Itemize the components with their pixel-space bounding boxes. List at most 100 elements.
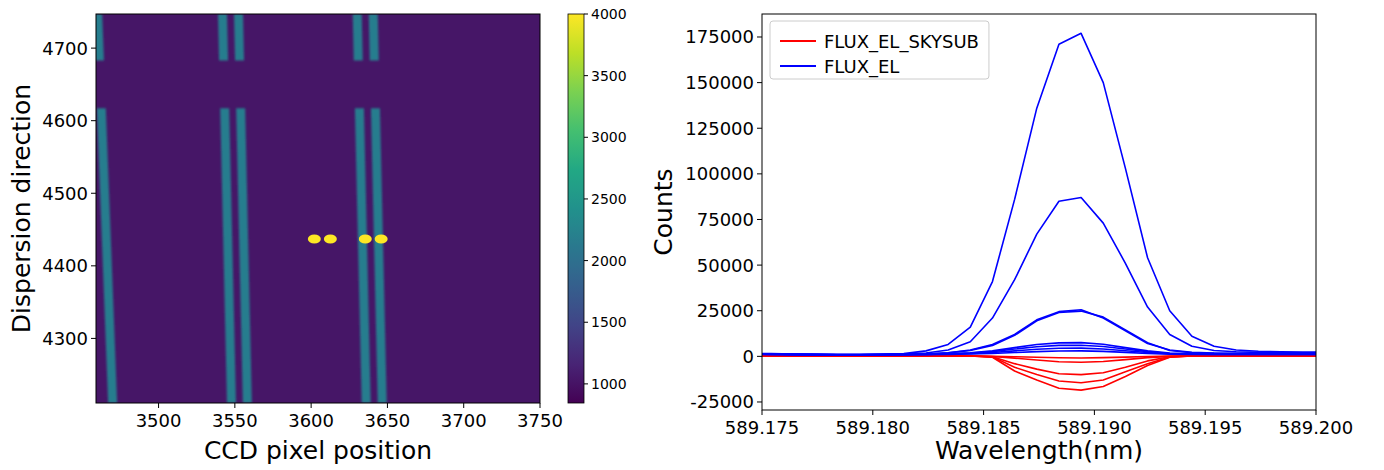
y-tick-label: 75000 [697,209,754,230]
y-tick [757,401,762,402]
y-tick [91,120,96,121]
y-tick-label: -25000 [690,391,754,412]
x-tick [387,403,388,408]
colorbar-tick [584,322,588,323]
y-tick [757,36,762,37]
spectrum-line [762,348,1316,355]
y-tick-label: 4300 [42,328,88,349]
spectrum-line [762,351,1316,355]
x-tick-label: 3550 [212,410,258,431]
colorbar-tick [584,198,588,199]
x-tick-label: 589.185 [946,417,1020,438]
legend-swatch [780,40,816,42]
x-tick [1316,410,1317,415]
spectrum-line [762,356,1316,375]
image-frame [96,14,540,403]
legend-swatch [780,65,816,67]
bright-spot [308,234,321,243]
y-tick-label: 100000 [685,163,754,184]
legend-label: FLUX_EL_SKYSUB [824,31,979,53]
colorbar-tick-label: 1000 [591,376,627,392]
y-tick-label: 4600 [42,110,88,131]
plot-area [762,33,1316,390]
spectral-trace [353,14,363,60]
x-tick-label: 589.180 [836,417,910,438]
y-tick [757,128,762,129]
plot-frame [762,14,1316,410]
bright-spot [324,234,337,243]
spectral-trace [96,14,104,60]
colorbar [568,14,584,403]
y-tick [91,338,96,339]
colorbar-tick [584,137,588,138]
x-tick [540,403,541,408]
figure: 3500355036003650370037504300440045004600… [0,0,1384,470]
y-tick-label: 4400 [42,255,88,276]
spectrum-line [762,356,1316,383]
plot-background [762,14,1316,410]
x-tick [158,403,159,408]
y-tick [757,310,762,311]
colorbar-tick [584,14,588,15]
x-tick-label: 3500 [136,410,182,431]
legend-box [770,21,989,79]
x-tick [1205,410,1206,415]
bright-spot [359,234,372,243]
y-tick [91,48,96,49]
spectrum-line [762,356,1316,358]
spectrum-line [762,345,1316,355]
colorbar-tick-label: 1500 [591,314,627,330]
spectrum-line [762,356,1316,362]
y-tick-label: 125000 [685,118,754,139]
x-tick-label: 589.175 [725,417,799,438]
spectrum-line [762,33,1316,354]
spectrum-line [762,310,1316,355]
x-axis-title: Wavelength(nm) [935,436,1143,465]
colorbar-tick [584,260,588,261]
image-area [96,14,540,403]
x-tick-label: 3750 [517,410,563,431]
x-tick [311,403,312,408]
x-tick [872,410,873,415]
x-tick-label: 3600 [288,410,334,431]
x-tick [762,410,763,415]
y-tick [757,219,762,220]
colorbar-tick-label: 4000 [591,6,627,22]
y-tick-label: 25000 [697,300,754,321]
colorbar-tick [584,383,588,384]
y-tick [757,356,762,357]
bright-spot [375,234,388,243]
y-tick-label: 4700 [42,38,88,59]
image-background [96,14,540,403]
y-axis-title: Counts [649,168,678,255]
x-tick-label: 3650 [365,410,411,431]
y-tick-label: 150000 [685,72,754,93]
legend-label: FLUX_EL [824,56,899,78]
spectral-trace [220,108,236,403]
spectral-trace [371,108,387,403]
spectrum-line [762,356,1316,390]
spectrum-line [762,198,1316,355]
y-tick-label: 175000 [685,26,754,47]
y-tick [757,82,762,83]
y-tick [757,265,762,266]
y-tick-label: 50000 [697,255,754,276]
y-tick [91,193,96,194]
spectral-trace [236,108,252,403]
y-tick [757,173,762,174]
x-tick [1094,410,1095,415]
colorbar-tick-label: 3000 [591,129,627,145]
colorbar-tick-label: 2000 [591,253,627,269]
legend: FLUX_EL_SKYSUB FLUX_EL [770,21,989,79]
x-axis-title: CCD pixel position [204,436,432,465]
colorbar-tick-label: 2500 [591,191,627,207]
spectral-trace [369,14,379,60]
spectral-trace [97,108,117,403]
y-tick [91,265,96,266]
x-tick-label: 589.200 [1279,417,1353,438]
colorbar-tick [584,75,588,76]
x-tick [983,410,984,415]
x-tick-label: 589.190 [1057,417,1131,438]
y-axis-title: Dispersion direction [7,84,36,333]
y-tick-label: 4500 [42,183,88,204]
